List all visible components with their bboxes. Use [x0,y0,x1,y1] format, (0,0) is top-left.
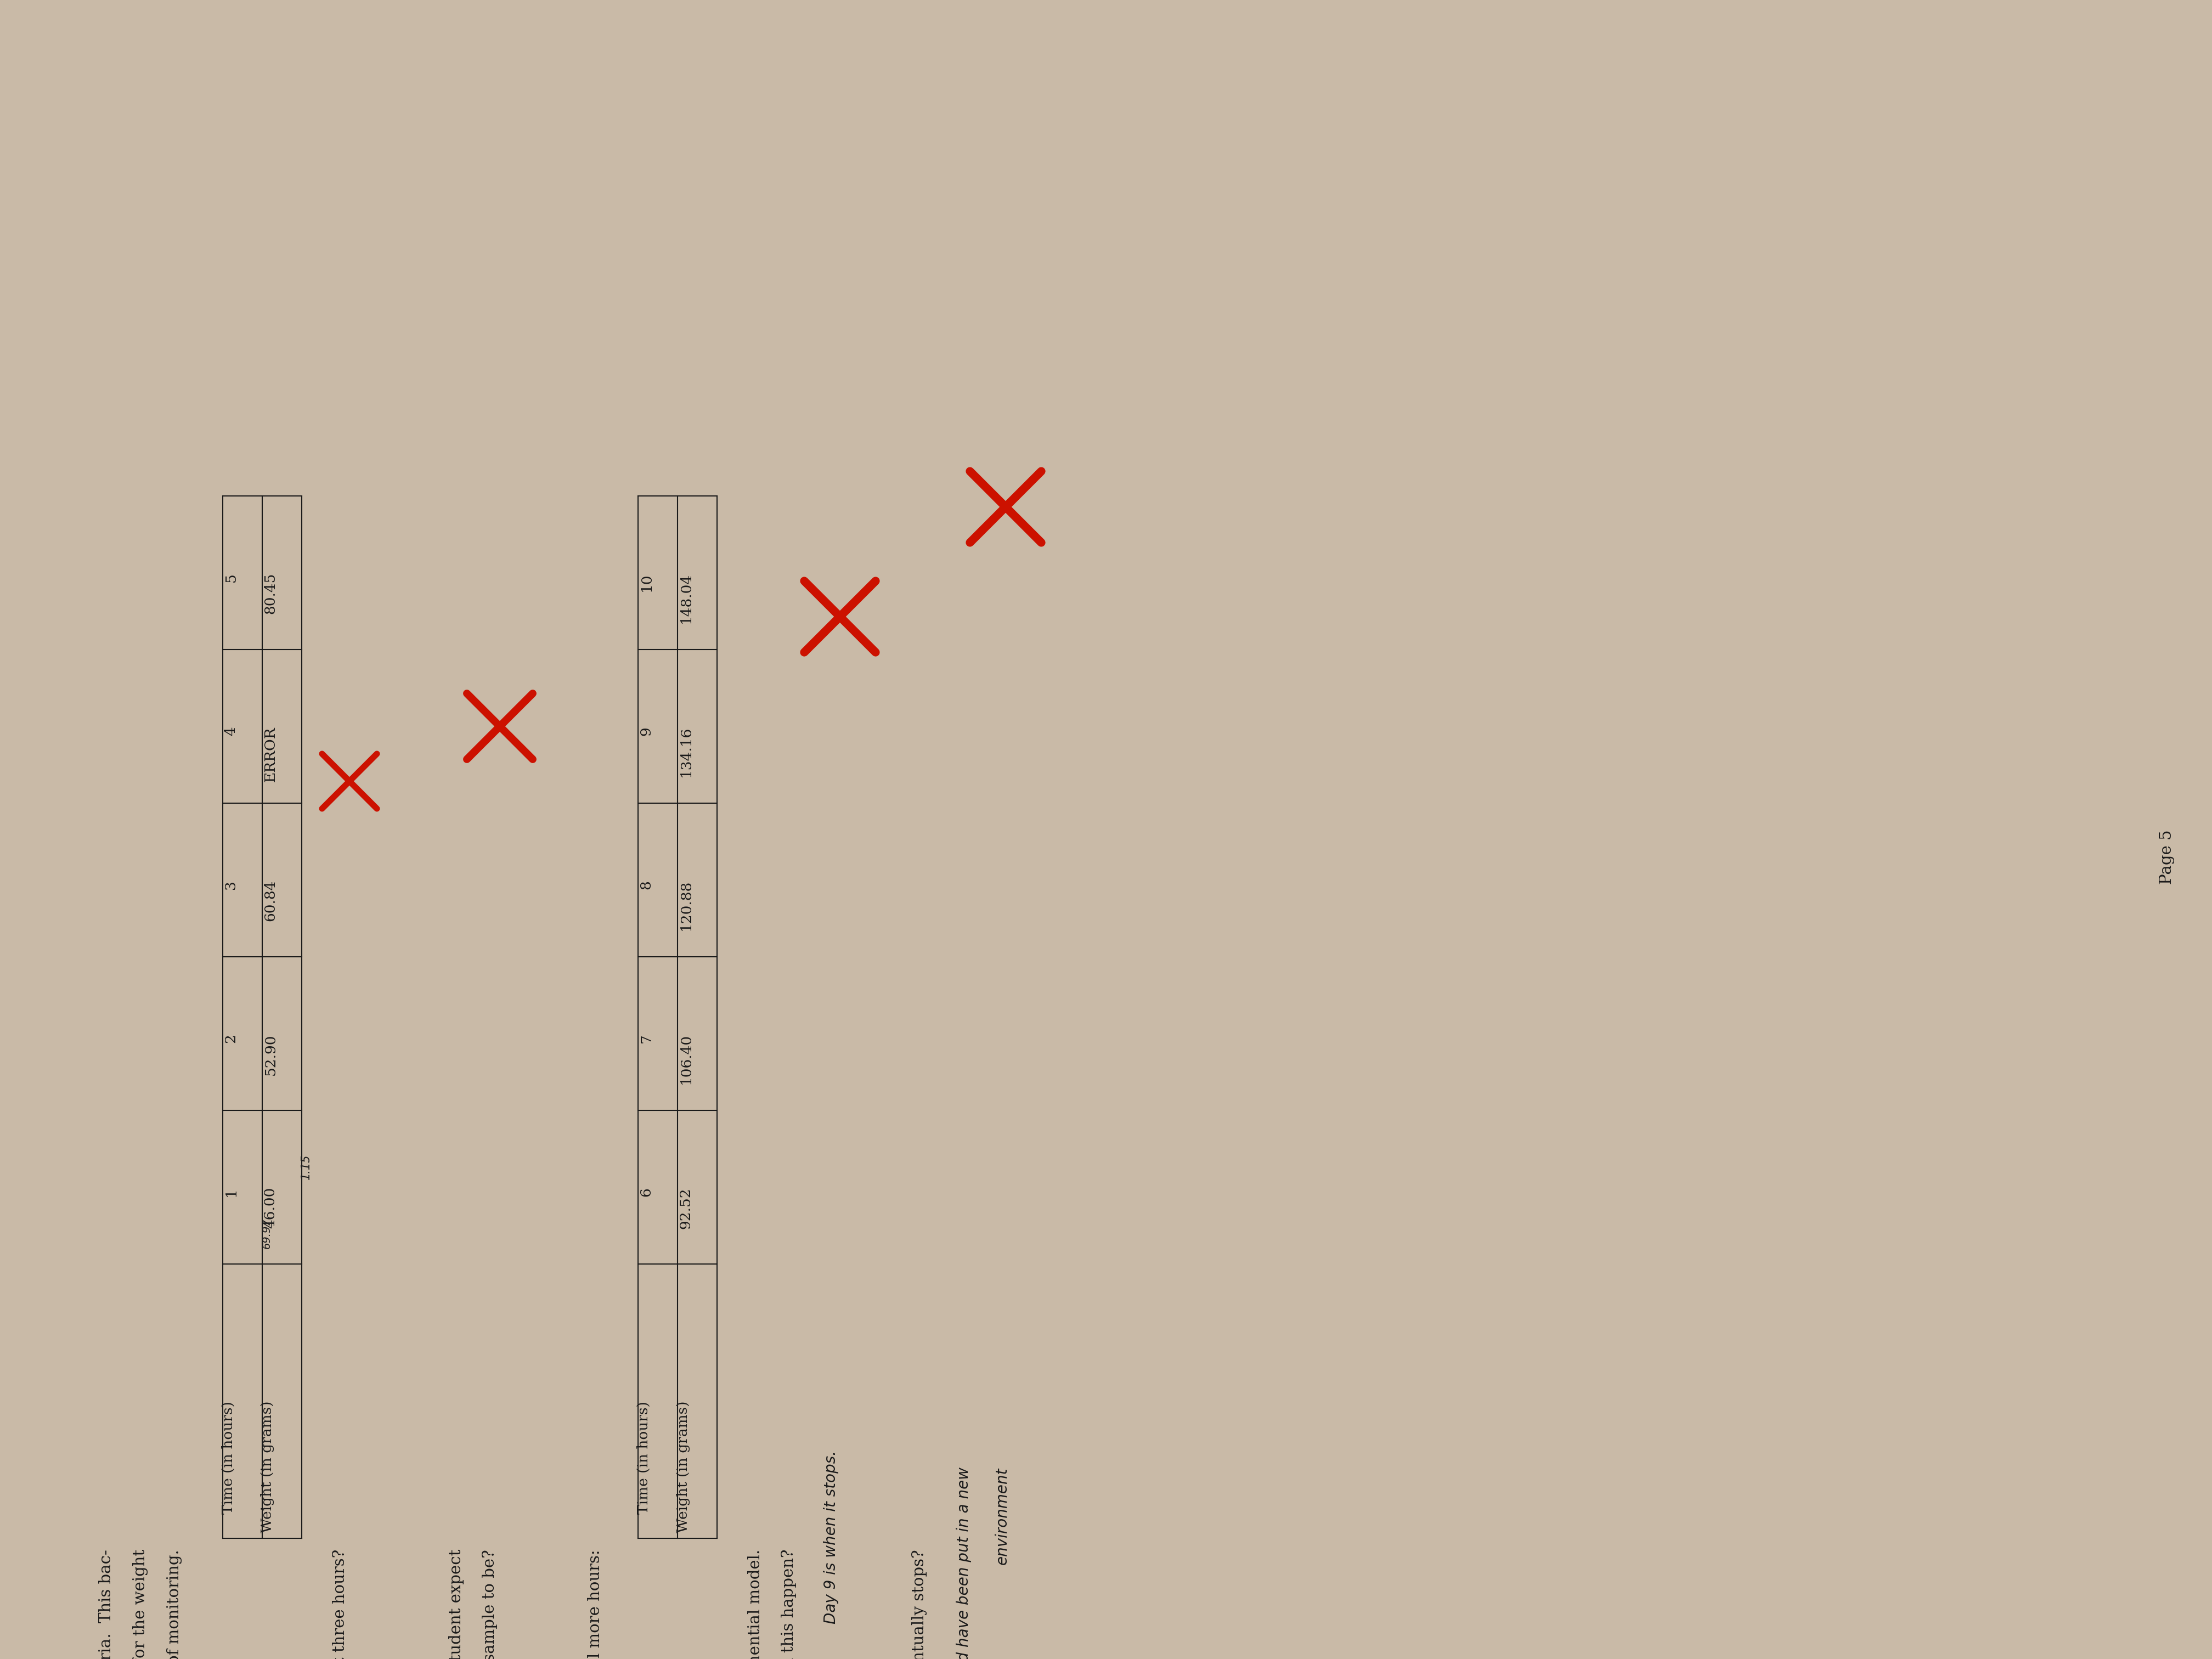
Text: 9: 9 [639,727,653,735]
Text: the hour 4 weight of the sample to be?: the hour 4 weight of the sample to be? [482,1550,498,1659]
Text: 3: 3 [223,879,239,889]
Text: (d)  (C01) What could be a reason why the exponential growth eventually stops?: (d) (C01) What could be a reason why the… [911,1550,927,1659]
Text: At what hour did this happen?: At what hour did this happen? [781,1550,796,1659]
Text: 134.16: 134.16 [679,727,692,776]
Text: 2: 2 [223,1034,239,1044]
Text: 4: 4 [223,727,239,735]
Text: (b)  (C13) There was an error in the measurement at hour 4.  What should the stu: (b) (C13) There was an error in the meas… [449,1550,465,1659]
Text: ERROR: ERROR [263,727,276,781]
Text: 7: 7 [639,1034,653,1044]
Text: The student continues to track the data for several more hours:: The student continues to track the data … [588,1550,604,1659]
Text: Time (in hours): Time (in hours) [637,1402,650,1515]
Text: 3.  In the Hall of Science, a biology major is tracking the growth of a certain : 3. In the Hall of Science, a biology maj… [100,1550,115,1659]
Text: 46.00: 46.00 [263,1188,276,1229]
Text: 80.45: 80.45 [263,572,276,614]
Text: Weight (in grams): Weight (in grams) [677,1402,690,1533]
Text: 10: 10 [639,572,653,591]
Text: Weight (in grams): Weight (in grams) [261,1402,274,1533]
Text: 5: 5 [223,572,239,582]
Text: 106.40: 106.40 [679,1034,692,1083]
Text: of the sample of bacteria for several hours of monitoring.: of the sample of bacteria for several ho… [166,1550,181,1659]
Text: 92.52: 92.52 [679,1188,692,1229]
Text: 120.88: 120.88 [679,879,692,931]
Text: 1: 1 [223,1188,239,1196]
Text: (a)  (C08) What is the hourly growth factor for the bacteria for the first three: (a) (C08) What is the hourly growth fact… [332,1550,347,1659]
Text: 6: 6 [639,1188,653,1196]
Text: 60.84: 60.84 [263,879,276,921]
Text: Day 9 is when it stops.: Day 9 is when it stops. [823,1450,838,1624]
Text: teria is known to grow exponentially initially.  The following is a table of dat: teria is known to grow exponentially ini… [133,1550,148,1659]
Text: 8: 8 [639,879,653,889]
Text: Page 5: Page 5 [2159,830,2174,884]
Text: 69.97: 69.97 [261,1218,272,1249]
Text: environment: environment [995,1467,1011,1564]
Text: 148.04: 148.04 [679,572,692,624]
Text: (c)  (C15) The student notices that growth eventually stopped following an expon: (c) (C15) The student notices that growt… [748,1550,763,1659]
Text: 52.90: 52.90 [263,1034,276,1075]
Text: Time (in hours): Time (in hours) [221,1402,234,1515]
Text: 1.15: 1.15 [301,1155,312,1180]
Text: Because the bacteria could have been put in a new: Because the bacteria could have been put… [956,1467,971,1659]
